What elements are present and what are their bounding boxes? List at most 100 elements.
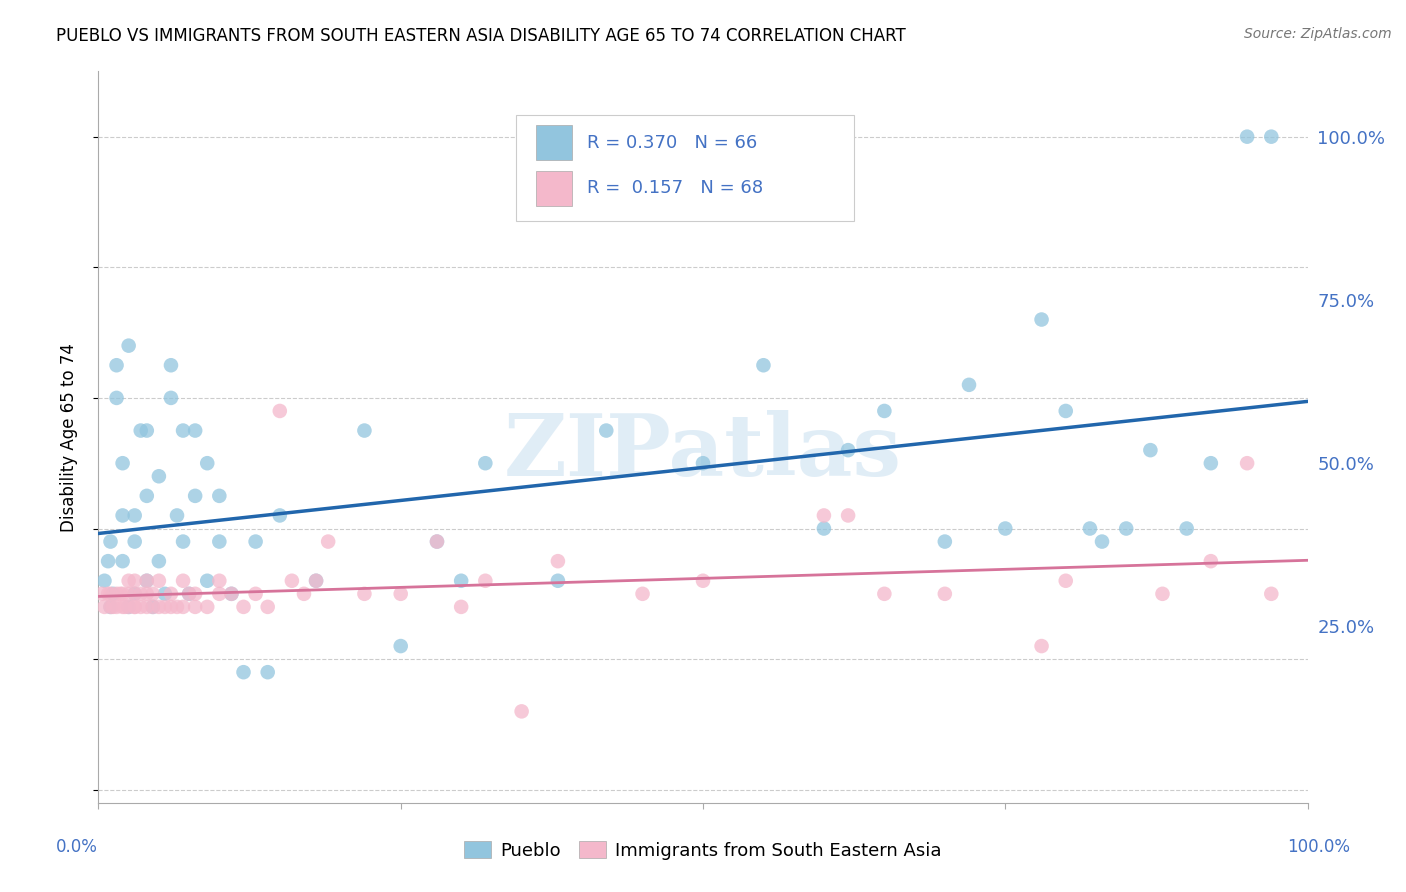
Point (595, 424, 617, 438)
Point (221, 587, 243, 601)
Point (474, 574, 496, 588)
Text: R =  0.157   N = 68: R = 0.157 N = 68 (586, 179, 763, 197)
FancyBboxPatch shape (536, 125, 572, 161)
Point (232, 665, 254, 680)
Point (135, 489, 157, 503)
Point (813, 508, 835, 523)
Point (813, 521, 835, 535)
Point (184, 489, 207, 503)
Point (221, 587, 243, 601)
Point (305, 574, 328, 588)
Point (118, 574, 141, 588)
Point (195, 456, 218, 470)
Point (195, 599, 218, 614)
Point (837, 508, 859, 523)
Point (142, 587, 165, 601)
Text: 0.0%: 0.0% (56, 838, 98, 856)
Point (118, 338, 141, 352)
Point (142, 599, 165, 614)
Point (1054, 404, 1077, 418)
Text: 100.0%: 100.0% (1286, 838, 1350, 856)
Point (160, 358, 183, 372)
Point (752, 358, 775, 372)
Point (108, 587, 131, 601)
Point (184, 587, 207, 601)
Point (124, 574, 146, 588)
Point (172, 574, 194, 588)
Point (172, 424, 194, 438)
Point (873, 587, 896, 601)
Point (93, 599, 115, 614)
Point (1236, 456, 1258, 470)
Point (353, 587, 375, 601)
Point (245, 587, 267, 601)
Point (292, 587, 315, 601)
Point (426, 534, 449, 549)
Point (245, 534, 267, 549)
Point (172, 599, 194, 614)
Legend: Pueblo, Immigrants from South Eastern Asia: Pueblo, Immigrants from South Eastern As… (457, 834, 949, 867)
Point (1260, 129, 1282, 144)
Point (389, 639, 412, 653)
Y-axis label: Disability Age 65 to 74: Disability Age 65 to 74 (59, 343, 77, 532)
Point (124, 587, 146, 601)
Point (97, 587, 120, 601)
Point (1199, 456, 1222, 470)
Point (153, 599, 176, 614)
Point (153, 587, 176, 601)
Point (172, 534, 194, 549)
Point (692, 574, 714, 588)
Point (184, 599, 207, 614)
Point (957, 377, 980, 392)
Point (124, 534, 146, 549)
Point (450, 599, 472, 614)
Point (105, 599, 128, 614)
Point (1078, 521, 1101, 535)
Point (1260, 587, 1282, 601)
Point (111, 456, 134, 470)
Point (426, 534, 449, 549)
Point (124, 587, 146, 601)
Point (269, 404, 291, 418)
Point (184, 424, 207, 438)
Text: PUEBLO VS IMMIGRANTS FROM SOUTH EASTERN ASIA DISABILITY AGE 65 TO 74 CORRELATION: PUEBLO VS IMMIGRANTS FROM SOUTH EASTERN … (56, 27, 905, 45)
Point (837, 443, 859, 458)
Point (1054, 574, 1077, 588)
Point (256, 599, 278, 614)
Point (208, 534, 231, 549)
Point (1031, 312, 1053, 326)
Point (135, 599, 157, 614)
Point (129, 424, 152, 438)
Point (179, 587, 201, 601)
Point (692, 456, 714, 470)
Point (135, 424, 157, 438)
Point (111, 508, 134, 523)
Text: Source: ZipAtlas.com: Source: ZipAtlas.com (1244, 27, 1392, 41)
Point (105, 587, 128, 601)
Point (208, 574, 231, 588)
Point (101, 587, 124, 601)
Point (934, 534, 956, 549)
Point (316, 534, 339, 549)
Point (474, 456, 496, 470)
Point (118, 587, 141, 601)
FancyBboxPatch shape (536, 170, 572, 206)
Point (353, 424, 375, 438)
Point (389, 587, 412, 601)
FancyBboxPatch shape (516, 115, 855, 221)
Point (142, 599, 165, 614)
Point (129, 587, 152, 601)
Point (1152, 587, 1174, 601)
Point (100, 599, 122, 614)
Point (166, 599, 188, 614)
Point (148, 599, 170, 614)
Text: R = 0.370   N = 66: R = 0.370 N = 66 (586, 134, 758, 152)
Point (124, 508, 146, 523)
Point (135, 587, 157, 601)
Point (208, 489, 231, 503)
Point (179, 587, 201, 601)
Point (124, 599, 146, 614)
Point (994, 521, 1017, 535)
Point (118, 599, 141, 614)
Point (305, 574, 328, 588)
